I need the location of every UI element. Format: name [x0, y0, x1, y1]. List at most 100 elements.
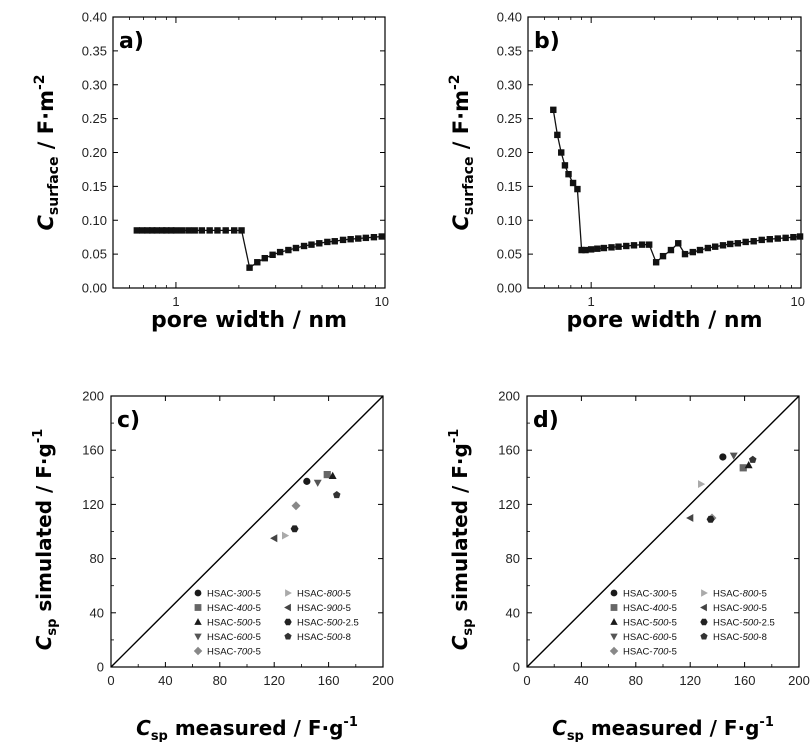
data-point — [749, 455, 757, 463]
x-tick-label: 40 — [158, 673, 172, 688]
y-axis-label-sup: -2 — [447, 74, 463, 90]
y-tick-label: 40 — [90, 605, 104, 620]
x-tick-label: 160 — [318, 673, 340, 688]
data-point — [313, 479, 322, 487]
data-point — [582, 246, 589, 254]
legend-marker — [610, 618, 618, 625]
data-point — [270, 534, 278, 543]
legend-marker — [284, 618, 292, 626]
data-point — [790, 233, 797, 241]
legend-label: HSAC-700-5 — [207, 647, 261, 658]
data-point — [719, 453, 727, 461]
legend-marker — [194, 604, 202, 611]
y-tick-label: 160 — [82, 443, 104, 458]
data-point — [698, 480, 706, 488]
y-axis-label-sub: surface — [461, 157, 477, 216]
data-point — [645, 241, 653, 248]
data-point — [191, 227, 198, 234]
data-point — [339, 236, 347, 244]
data-point — [370, 233, 378, 241]
data-point — [766, 236, 773, 243]
legend-marker — [701, 589, 708, 597]
legend-marker — [284, 632, 292, 640]
y-tick-label: 0.20 — [82, 145, 107, 160]
legend-marker — [609, 646, 619, 656]
data-point — [362, 234, 370, 242]
data-point — [139, 227, 146, 234]
x-tick-label: 120 — [263, 673, 285, 688]
data-point — [276, 248, 284, 256]
y-axis-label-main: C — [449, 215, 473, 231]
x-tick-label: 1 — [172, 294, 179, 309]
legend-marker — [700, 618, 708, 626]
data-point — [704, 244, 712, 252]
x-tick-label: 40 — [574, 673, 588, 688]
panel-label: b) — [534, 29, 560, 54]
legend-marker — [284, 603, 291, 612]
data-point — [254, 259, 261, 266]
parity-line — [110, 395, 384, 668]
data-point — [711, 243, 719, 250]
legend-label: HSAC-600-5 — [207, 632, 261, 643]
data-point — [569, 179, 577, 187]
y-tick-label: 80 — [90, 551, 104, 566]
y-tick-label: 0.25 — [82, 111, 107, 126]
legend-label: HSAC-500-2.5 — [297, 618, 359, 629]
data-point — [144, 227, 151, 234]
data-point — [696, 246, 704, 254]
data-point — [727, 240, 734, 248]
legend-marker — [194, 633, 202, 641]
data-point — [355, 235, 362, 242]
data-point — [734, 240, 742, 247]
y-tick-label: 0.15 — [82, 179, 107, 194]
y-tick-label: 200 — [82, 389, 104, 404]
y-axis-label-sup: -2 — [32, 74, 48, 90]
y-tick-label: 0.30 — [82, 77, 107, 92]
x-tick-label: 200 — [372, 673, 394, 688]
legend-label: HSAC-800-5 — [713, 589, 767, 600]
panel-label: d) — [533, 408, 559, 433]
x-tick-label: 1 — [588, 294, 595, 309]
data-point — [206, 227, 213, 234]
legend-marker — [700, 603, 707, 612]
legend-label: HSAC-300-5 — [623, 589, 677, 600]
data-point — [667, 246, 675, 254]
data-point — [168, 227, 175, 234]
data-point — [652, 259, 660, 266]
data-point — [133, 227, 141, 234]
y-tick-label: 40 — [506, 605, 520, 620]
chart-panel-c: 00 40 40 80 80 120 120 160 160 200 200 HSAC-300-5 HS… — [31, 389, 394, 742]
legend-label: HSAC-500-8 — [297, 632, 351, 643]
data-point — [231, 227, 238, 234]
data-point — [285, 246, 292, 254]
data-point — [222, 227, 229, 234]
data-point — [269, 251, 276, 259]
data-point — [750, 238, 757, 245]
data-point — [178, 227, 186, 234]
data-point — [214, 227, 221, 234]
data-point — [172, 227, 180, 234]
panel-label: a) — [119, 29, 144, 54]
y-axis-label: Csp simulated / F·g-1 — [31, 429, 60, 651]
x-tick-label: 0 — [107, 673, 114, 688]
y-tick-label: 0.00 — [82, 281, 107, 296]
data-point — [550, 106, 557, 114]
data-point — [282, 531, 290, 540]
x-tick-label: 80 — [213, 673, 227, 688]
y-tick-label: 0.35 — [497, 43, 522, 58]
data-point — [159, 227, 166, 234]
y-tick-label: 0.10 — [82, 213, 107, 228]
data-point — [587, 246, 595, 253]
legend-marker — [700, 632, 708, 640]
data-point — [163, 227, 170, 234]
data-point — [729, 452, 738, 460]
y-tick-label: 0.10 — [497, 213, 522, 228]
data-point — [719, 242, 727, 249]
x-tick-label: 10 — [791, 294, 805, 309]
x-axis-label: pore width / nm — [151, 308, 347, 333]
legend-label: HSAC-300-5 — [207, 589, 261, 600]
data-point — [333, 491, 341, 499]
x-axis-label: pore width / nm — [566, 308, 762, 333]
data-point — [246, 264, 253, 271]
data-point — [782, 234, 789, 242]
